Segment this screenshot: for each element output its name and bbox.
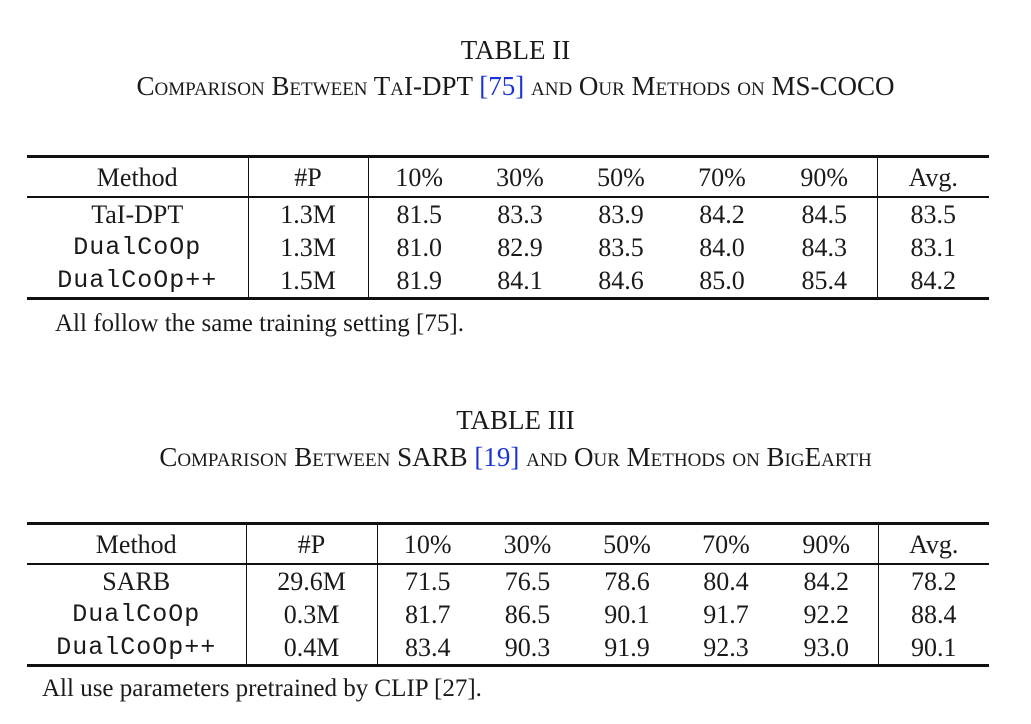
avg-cell: 83.1 xyxy=(910,233,957,262)
avg-cell: 90.1 xyxy=(911,633,957,662)
table-row: SARB 29.6M 71.5 76.5 78.6 80.4 84.2 78.2 xyxy=(27,564,989,598)
table3-header-method: Method xyxy=(27,523,247,564)
avg-cell: 83.5 xyxy=(910,200,957,229)
table3: Method #P 10% 30% 50% 70% 90% Avg. SARB … xyxy=(27,522,989,667)
value-cell: 84.2 xyxy=(699,200,745,229)
value-cell: 84.1 xyxy=(497,266,543,295)
method-cell: DualCoOp++ xyxy=(27,264,249,299)
value-cell: 84.3 xyxy=(772,231,878,264)
table-row: DualCoOp 0.3M 81.7 86.5 90.1 91.7 92.2 8… xyxy=(27,598,989,631)
table2: Method #P 10% 30% 50% 70% 90% Avg. TaI-D… xyxy=(27,155,989,300)
value-cell: 71.5 xyxy=(405,567,451,596)
value-cell: 78.6 xyxy=(604,567,650,596)
table2-header-avg: Avg. xyxy=(908,162,958,192)
table3-header-row: Method #P 10% 30% 50% 70% 90% Avg. xyxy=(27,523,989,564)
value-cell: 85.4 xyxy=(772,264,878,299)
table2-caption: Comparison Between TaI-DPT [75] and Our … xyxy=(0,70,1031,102)
value-cell: 81.9 xyxy=(396,266,443,295)
method-cell: DualCoOp xyxy=(27,598,247,631)
value-cell: 85.0 xyxy=(699,266,745,295)
value-cell: 83.3 xyxy=(497,200,543,229)
params-cell: 0.4M xyxy=(246,631,378,666)
value-cell: 80.4 xyxy=(703,567,749,596)
value-cell: 91.9 xyxy=(604,633,650,662)
table2-note: All follow the same training setting [75… xyxy=(55,310,464,337)
table2-header-30: 30% xyxy=(496,162,544,192)
params-cell: 0.3M xyxy=(246,598,378,631)
value-cell: 83.5 xyxy=(598,233,644,262)
value-cell: 92.3 xyxy=(703,633,749,662)
table3-header-params: #P xyxy=(246,523,378,564)
value-cell: 93.0 xyxy=(775,631,879,666)
table-row: DualCoOp++ 0.4M 83.4 90.3 91.9 92.3 93.0… xyxy=(27,631,989,666)
table2-caption-pre: Comparison Between TaI-DPT xyxy=(136,71,480,101)
avg-cell: 78.2 xyxy=(911,567,957,596)
value-cell: 84.2 xyxy=(775,564,879,598)
table3-caption-post: and Our Methods on BigEarth xyxy=(519,442,872,472)
value-cell: 81.7 xyxy=(405,600,451,629)
params-cell: 29.6M xyxy=(246,564,378,598)
table-row: DualCoOp 1.3M 81.0 82.9 83.5 84.0 84.3 8… xyxy=(27,231,989,264)
table2-header-method: Method xyxy=(27,156,249,197)
value-cell: 81.0 xyxy=(396,233,443,262)
value-cell: 92.2 xyxy=(775,598,879,631)
table-row: TaI-DPT 1.3M 81.5 83.3 83.9 84.2 84.5 83… xyxy=(27,197,989,231)
table2-header-10: 10% xyxy=(395,162,444,192)
table3-header-90: 90% xyxy=(775,523,879,564)
table2-header-row: Method #P 10% 30% 50% 70% 90% Avg. xyxy=(27,156,989,197)
value-cell: 81.5 xyxy=(396,200,443,229)
value-cell: 83.9 xyxy=(598,200,644,229)
table3-caption-pre: Comparison Between SARB xyxy=(159,442,475,472)
table2-label: TABLE II xyxy=(460,35,571,65)
table2-caption-cite[interactable]: [75] xyxy=(479,71,525,101)
method-cell: TaI-DPT xyxy=(27,197,249,231)
method-cell: DualCoOp xyxy=(27,231,249,264)
table3-header-50: 50% xyxy=(603,529,651,559)
avg-cell: 84.2 xyxy=(910,266,957,295)
table3-header-30: 30% xyxy=(503,529,552,559)
value-cell: 90.1 xyxy=(604,600,650,629)
table2-header-50: 50% xyxy=(597,162,645,192)
method-cell: DualCoOp++ xyxy=(27,631,247,666)
value-cell: 82.9 xyxy=(497,233,543,262)
value-cell: 91.7 xyxy=(703,600,749,629)
table3-header-avg: Avg. xyxy=(909,529,959,559)
table3-header-10: 10% xyxy=(403,529,452,559)
table2-header-90: 90% xyxy=(772,156,878,197)
table2-header-70: 70% xyxy=(698,162,746,192)
method-cell: SARB xyxy=(27,564,247,598)
params-cell: 1.5M xyxy=(248,264,369,299)
table3-caption-cite[interactable]: [19] xyxy=(474,442,520,472)
table3-note: All use parameters pretrained by CLIP [2… xyxy=(42,675,482,702)
table2-header-params: #P xyxy=(248,156,369,197)
value-cell: 84.6 xyxy=(598,266,644,295)
value-cell: 83.4 xyxy=(405,633,451,662)
table3-header-70: 70% xyxy=(702,529,750,559)
value-cell: 84.0 xyxy=(699,233,745,262)
params-cell: 1.3M xyxy=(248,231,369,264)
value-cell: 84.5 xyxy=(772,197,878,231)
value-cell: 90.3 xyxy=(504,633,551,662)
table2-caption-post: and Our Methods on MS-COCO xyxy=(524,71,895,101)
table-row: DualCoOp++ 1.5M 81.9 84.1 84.6 85.0 85.4… xyxy=(27,264,989,299)
value-cell: 76.5 xyxy=(504,567,551,596)
avg-cell: 88.4 xyxy=(911,600,957,629)
table3-caption: Comparison Between SARB [19] and Our Met… xyxy=(0,441,1031,473)
params-cell: 1.3M xyxy=(248,197,369,231)
table3-label: TABLE III xyxy=(456,405,575,435)
value-cell: 86.5 xyxy=(504,600,551,629)
